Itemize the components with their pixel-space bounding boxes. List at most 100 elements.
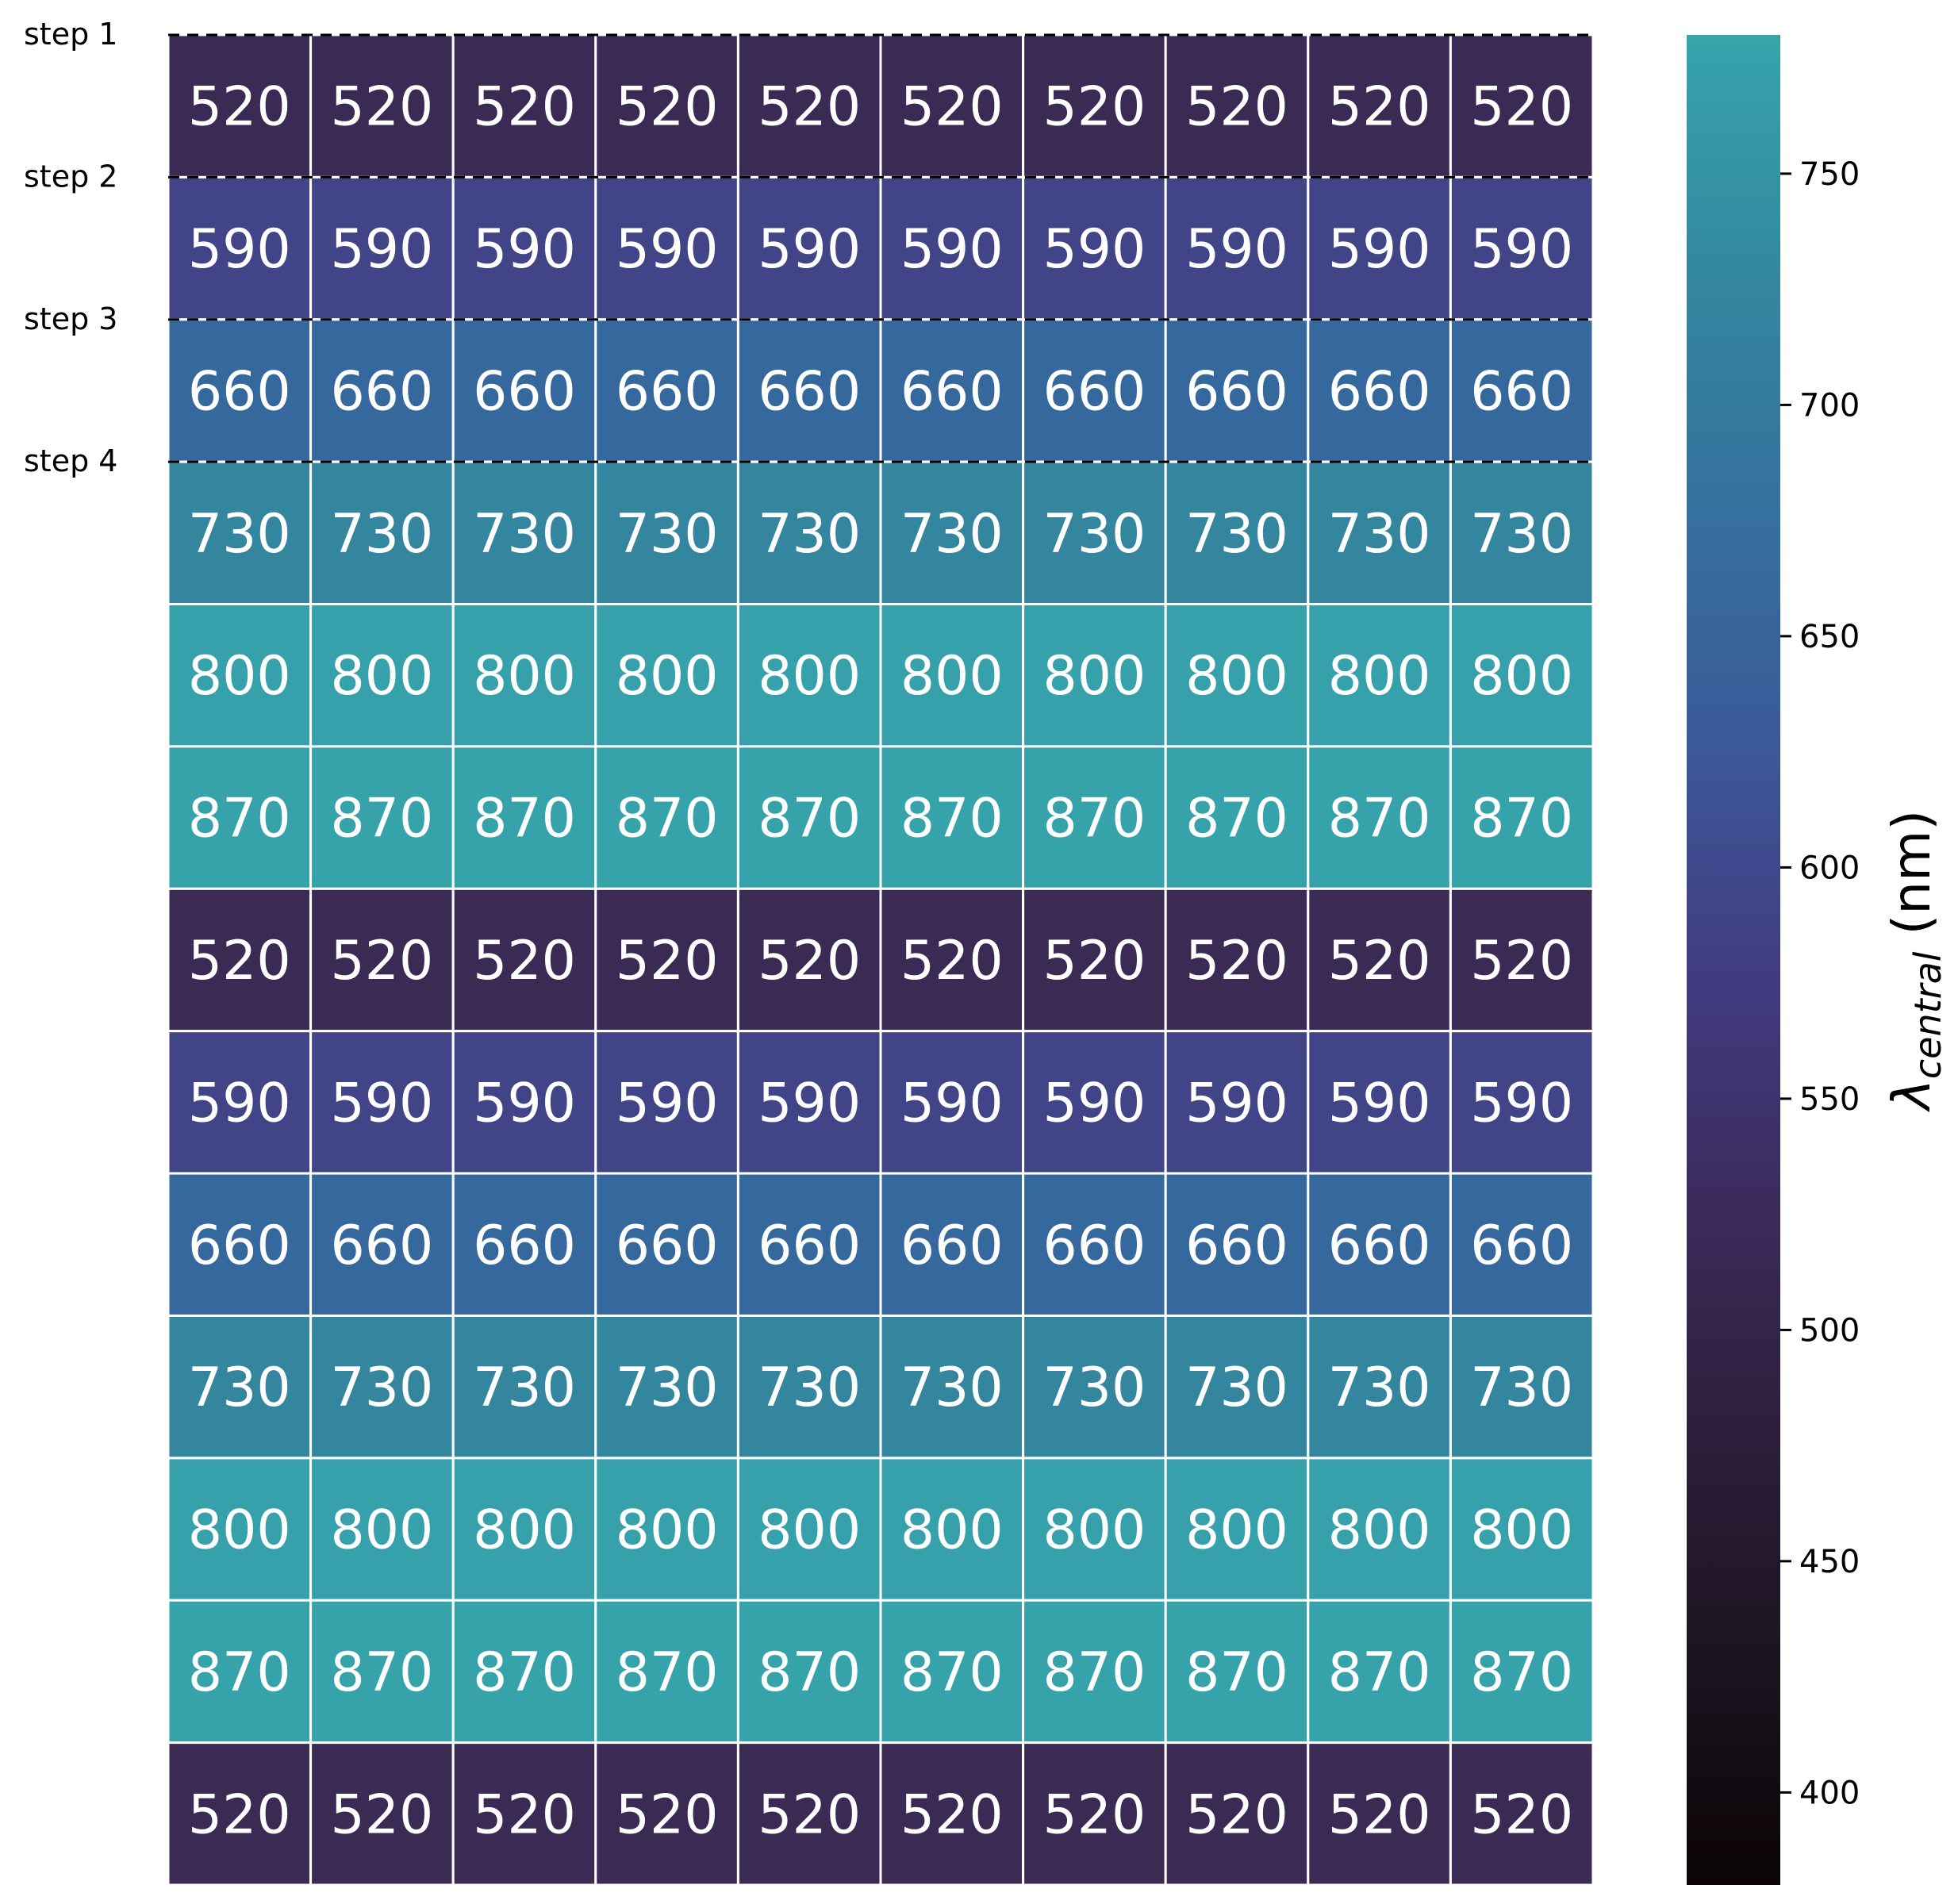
cell-value-label: 730 bbox=[616, 503, 719, 566]
cell-value-label: 800 bbox=[1185, 645, 1288, 708]
cell-value-label: 520 bbox=[331, 76, 434, 139]
heatmap-cell bbox=[167, 1314, 313, 1460]
heatmap-cell bbox=[451, 318, 597, 463]
heatmap-cell bbox=[594, 1314, 739, 1460]
cell-value-label: 870 bbox=[616, 1641, 719, 1704]
cell-value-label: 660 bbox=[758, 360, 861, 423]
heatmap-cell bbox=[1449, 603, 1595, 748]
heatmap-cell bbox=[1307, 1741, 1452, 1887]
heatmap-cell bbox=[167, 745, 313, 890]
cell-value-label: 660 bbox=[616, 360, 719, 423]
step-label: step 2 bbox=[24, 159, 117, 194]
colorbar-label: λcentral (nm) bbox=[1881, 810, 1949, 1112]
colorbar-gradient bbox=[1687, 35, 1780, 1885]
heatmap-cell bbox=[309, 175, 455, 321]
cell-value-label: 660 bbox=[188, 1215, 291, 1277]
cell-value-label: 590 bbox=[900, 218, 1004, 281]
cell-value-label: 800 bbox=[1043, 645, 1146, 708]
cell-value-label: 660 bbox=[900, 1215, 1004, 1277]
cell-value-label: 520 bbox=[1185, 76, 1288, 139]
heatmap-cell bbox=[736, 318, 882, 463]
cell-value-label: 590 bbox=[616, 1072, 719, 1134]
cell-value-label: 590 bbox=[1328, 1072, 1431, 1134]
cell-value-label: 590 bbox=[1043, 1072, 1146, 1134]
cell-value-label: 660 bbox=[473, 1215, 576, 1277]
heatmap-cell bbox=[167, 460, 313, 606]
cell-value-label: 590 bbox=[188, 218, 291, 281]
step-label: step 1 bbox=[24, 17, 117, 52]
heatmap-cell bbox=[879, 175, 1025, 321]
cell-value-label: 520 bbox=[1470, 1783, 1573, 1846]
cell-value-label: 800 bbox=[188, 645, 291, 708]
cell-value-label: 520 bbox=[1043, 76, 1146, 139]
cell-value-label: 660 bbox=[1470, 1215, 1573, 1277]
cell-value-label: 800 bbox=[1470, 645, 1573, 708]
cell-value-label: 520 bbox=[900, 1783, 1004, 1846]
heatmap-cell bbox=[879, 460, 1025, 606]
heatmap-cell bbox=[1022, 175, 1167, 321]
cell-value-label: 520 bbox=[900, 930, 1004, 992]
heatmap-cell bbox=[1307, 745, 1452, 890]
cell-value-label: 800 bbox=[473, 1499, 576, 1562]
cell-value-label: 590 bbox=[331, 1072, 434, 1134]
heatmap-cell bbox=[167, 33, 313, 178]
cell-value-label: 730 bbox=[1185, 1357, 1288, 1419]
heatmap-cell-labels: 520 520 520 520 520 520 520 520 520 520 590 590 590 5… bbox=[188, 76, 1573, 1847]
cell-value-label: 660 bbox=[188, 360, 291, 423]
cell-value-label: 520 bbox=[331, 930, 434, 992]
heatmap-cell bbox=[309, 33, 455, 178]
cell-value-label: 660 bbox=[1328, 360, 1431, 423]
heatmap-cell bbox=[736, 1314, 882, 1460]
heatmap-cell bbox=[879, 1741, 1025, 1887]
cell-value-label: 590 bbox=[900, 1072, 1004, 1134]
cell-value-label: 870 bbox=[1185, 1641, 1288, 1704]
cell-value-label: 520 bbox=[1185, 930, 1288, 992]
cell-value-label: 590 bbox=[1185, 218, 1288, 281]
colorbar-tick-label: 550 bbox=[1799, 1081, 1860, 1118]
heatmap-cell bbox=[1164, 175, 1310, 321]
heatmap-cell bbox=[1164, 1314, 1310, 1460]
heatmap-cell bbox=[1022, 603, 1167, 748]
cell-value-label: 800 bbox=[1043, 1499, 1146, 1562]
cell-value-label: 660 bbox=[1185, 1215, 1288, 1277]
cell-value-label: 730 bbox=[1470, 503, 1573, 566]
cell-value-label: 800 bbox=[1185, 1499, 1288, 1562]
heatmap-cell bbox=[736, 1599, 882, 1745]
cell-value-label: 800 bbox=[331, 1499, 434, 1562]
heatmap-cell bbox=[1164, 887, 1310, 1033]
heatmap-cell bbox=[1164, 1030, 1310, 1175]
heatmap-cell bbox=[167, 318, 313, 463]
cell-value-label: 730 bbox=[188, 1357, 291, 1419]
cell-value-label: 730 bbox=[1043, 503, 1146, 566]
cell-value-label: 590 bbox=[616, 218, 719, 281]
cell-value-label: 730 bbox=[1328, 1357, 1431, 1419]
heatmap-cell bbox=[309, 1457, 455, 1602]
cell-value-label: 520 bbox=[473, 930, 576, 992]
cell-value-label: 590 bbox=[331, 218, 434, 281]
heatmap-cell bbox=[1164, 1599, 1310, 1745]
cell-value-label: 520 bbox=[758, 76, 861, 139]
heatmap-cell bbox=[1164, 603, 1310, 748]
heatmap-cell bbox=[594, 1030, 739, 1175]
step-dividers bbox=[168, 33, 1593, 463]
cell-value-label: 730 bbox=[616, 1357, 719, 1419]
cell-value-label: 660 bbox=[331, 360, 434, 423]
cell-value-label: 870 bbox=[1470, 1641, 1573, 1704]
heatmap-cell bbox=[1307, 175, 1452, 321]
cell-value-label: 800 bbox=[1470, 1499, 1573, 1562]
heatmap-cell bbox=[309, 1599, 455, 1745]
cell-value-label: 730 bbox=[758, 1357, 861, 1419]
colorbar-label-unit: (nm) bbox=[1881, 810, 1942, 952]
cell-value-label: 520 bbox=[1328, 1783, 1431, 1846]
cell-value-label: 870 bbox=[1328, 788, 1431, 850]
heatmap-cell bbox=[879, 33, 1025, 178]
cell-value-label: 730 bbox=[758, 503, 861, 566]
heatmap-cell bbox=[167, 887, 313, 1033]
cell-value-label: 660 bbox=[1043, 1215, 1146, 1277]
cell-value-label: 660 bbox=[1185, 360, 1288, 423]
cell-value-label: 590 bbox=[188, 1072, 291, 1134]
colorbar: 400 450 500 550 600 650 700 750 λcentral (nm) bbox=[1687, 35, 1949, 1885]
heatmap-cell bbox=[1307, 1030, 1452, 1175]
cell-value-label: 870 bbox=[900, 1641, 1004, 1704]
heatmap-cell bbox=[451, 603, 597, 748]
